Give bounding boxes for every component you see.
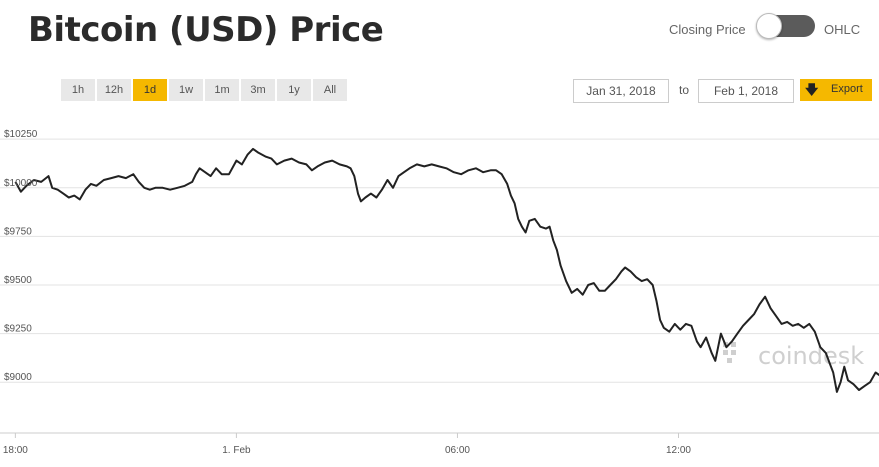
x-tick-label: 12:00 (666, 445, 691, 456)
y-tick-label: $9500 (4, 275, 32, 286)
range-button-1m[interactable]: 1m (205, 79, 239, 101)
x-tick-label: 1. Feb (222, 445, 251, 456)
coindesk-watermark: coindesk (723, 342, 864, 370)
chart-mode-toggle[interactable] (756, 13, 815, 39)
range-button-1w[interactable]: 1w (169, 79, 203, 101)
export-button[interactable]: 🡇 Export (800, 79, 872, 101)
x-tick-label: 18:00 (3, 445, 28, 456)
end-date-input[interactable]: Feb 1, 2018 (698, 79, 794, 103)
date-range-separator: to (679, 83, 690, 97)
export-label: Export (831, 83, 863, 95)
ohlc-label: OHLC (824, 22, 861, 37)
y-tick-label: $10250 (4, 129, 38, 140)
page-title: Bitcoin (USD) Price (28, 10, 384, 50)
range-button-1y[interactable]: 1y (277, 79, 311, 101)
range-button-1h[interactable]: 1h (61, 79, 95, 101)
range-button-12h[interactable]: 12h (97, 79, 131, 101)
y-tick-label: $9750 (4, 226, 32, 237)
price-line (14, 147, 879, 393)
x-tick-label: 06:00 (445, 445, 470, 456)
y-tick-label: $9250 (4, 324, 32, 335)
range-button-all[interactable]: All (313, 79, 347, 101)
download-arrow-icon: 🡇 (805, 82, 819, 97)
price-chart: coindesk $9000 $9250 $9500 $9750 $10000 $1025… (0, 129, 879, 456)
range-selector: 1h 12h 1d 1w 1m 3m 1y All (61, 79, 347, 101)
y-tick-label: $9000 (4, 372, 32, 383)
start-date-input[interactable]: Jan 31, 2018 (573, 79, 669, 103)
closing-price-label: Closing Price (669, 22, 746, 37)
watermark-text: coindesk (758, 342, 864, 370)
range-button-3m[interactable]: 3m (241, 79, 275, 101)
range-button-1d[interactable]: 1d (133, 79, 167, 101)
y-tick-label: $10000 (4, 178, 38, 189)
toggle-knob[interactable] (756, 13, 782, 39)
